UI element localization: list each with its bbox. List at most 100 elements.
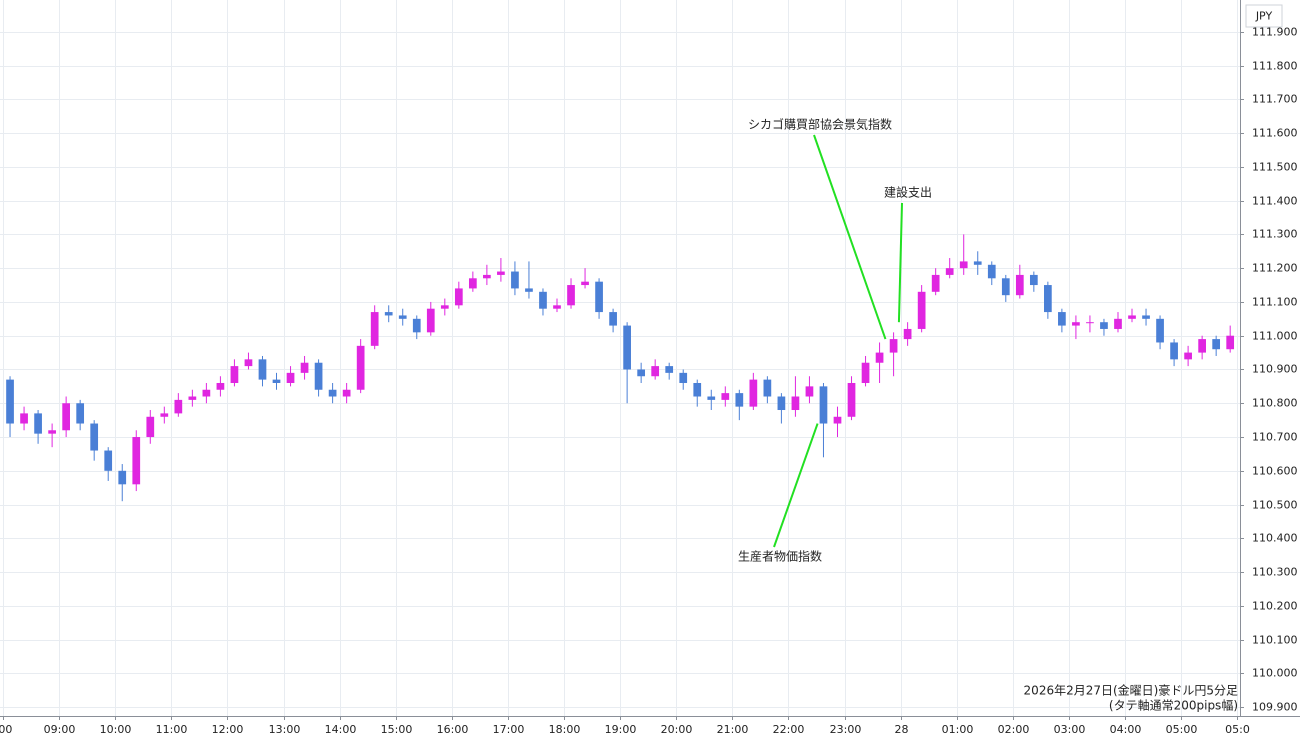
chart-note: 2026年2月27日(金曜日)豪ドル円5分足 <box>1024 683 1238 698</box>
candle-body <box>1198 339 1206 353</box>
x-tick-label: 09:00 <box>44 723 76 736</box>
candle-body <box>679 372 688 383</box>
candle-body <box>805 386 814 397</box>
x-tick-label: 20:00 <box>661 723 693 736</box>
x-tick-label: 11:00 <box>156 723 188 736</box>
candle-body <box>651 366 660 377</box>
candle-body <box>440 305 449 309</box>
candle-body <box>525 288 533 292</box>
candle-body <box>665 366 674 373</box>
x-tick-label: 14:00 <box>325 723 357 736</box>
y-tick-label: 111.200 <box>1252 262 1298 275</box>
candle-body <box>1128 315 1136 319</box>
candle-body <box>777 396 786 411</box>
y-tick-label: 111.700 <box>1252 93 1298 106</box>
candle-body <box>118 470 127 485</box>
candle-body <box>174 399 183 414</box>
y-tick-label: 111.500 <box>1252 161 1298 174</box>
candle-body <box>468 278 477 289</box>
candle-body <box>1156 318 1164 343</box>
candle-body <box>833 416 842 424</box>
candle-body <box>959 261 968 269</box>
x-tick-label: 04:00 <box>1110 723 1142 736</box>
x-tick-label: 16:00 <box>437 723 469 736</box>
candle-body <box>987 264 996 279</box>
annotation-label: 生産者物価指数 <box>738 549 822 564</box>
y-tick-label: 111.800 <box>1252 60 1298 73</box>
x-tick-label: 13:00 <box>269 723 301 736</box>
x-tick-label: 17:00 <box>493 723 525 736</box>
x-tick-label: 02:00 <box>998 723 1030 736</box>
candle-body <box>1058 312 1066 326</box>
candle-body <box>1086 322 1094 324</box>
candle-body <box>483 274 491 279</box>
x-tick-label: 18:00 <box>549 723 581 736</box>
x-tick-label: 28 <box>895 723 909 736</box>
candle-body <box>735 393 744 407</box>
x-tick-label: 21:00 <box>717 723 749 736</box>
candle-body <box>1226 335 1235 350</box>
candle-body <box>76 403 85 424</box>
y-tick-label: 110.300 <box>1252 566 1298 579</box>
candle-body <box>1015 274 1024 296</box>
y-tick-label: 111.000 <box>1252 330 1298 343</box>
chart-note: (タテ軸通常200pips幅) <box>1109 698 1238 713</box>
candle-body <box>819 386 828 424</box>
candle-body <box>20 413 28 424</box>
y-tick-label: 110.100 <box>1252 634 1298 647</box>
candle-body <box>763 379 772 397</box>
candle-body <box>216 382 225 390</box>
y-tick-label: 110.600 <box>1252 465 1298 478</box>
candle-body <box>146 416 155 438</box>
candle-body <box>1072 322 1080 326</box>
candle-body <box>48 430 56 434</box>
candle-body <box>945 268 954 275</box>
candle-body <box>230 366 239 383</box>
y-tick-label: 110.400 <box>1252 532 1298 545</box>
candle-body <box>1029 274 1038 286</box>
annotation-label: シカゴ購買部協会景気指数 <box>748 117 892 132</box>
candle-body <box>609 312 617 326</box>
candle-body <box>1044 285 1052 313</box>
candle-body <box>1184 352 1192 360</box>
candle-body <box>1001 278 1010 296</box>
candle-body <box>202 389 211 397</box>
candle-body <box>931 274 940 292</box>
candle-body <box>300 362 309 373</box>
annotation-line <box>813 134 887 340</box>
candle-body <box>1100 322 1108 329</box>
candle-body <box>749 379 758 407</box>
x-tick-label: 03:00 <box>1054 723 1086 736</box>
candle-body <box>721 393 730 400</box>
candle-body <box>6 379 14 424</box>
y-tick-label: 109.900 <box>1252 701 1298 714</box>
x-tick-label: 12:00 <box>212 723 244 736</box>
y-tick-label: 110.700 <box>1252 431 1298 444</box>
candle-body <box>497 271 505 275</box>
x-tick-label: 05:0 <box>1225 723 1250 736</box>
unit-box <box>1245 4 1283 28</box>
y-tick-label: 111.300 <box>1252 228 1298 241</box>
candle-body <box>903 328 912 340</box>
y-tick-label: 110.500 <box>1252 499 1298 512</box>
candle-body <box>286 372 295 383</box>
candle-body <box>244 359 253 367</box>
annotation-line <box>773 423 819 548</box>
x-tick-label: :00 <box>0 723 12 736</box>
x-tick-label: 01:00 <box>942 723 974 736</box>
candle-body <box>637 369 646 377</box>
candle-body <box>104 450 113 471</box>
y-tick-label: 110.200 <box>1252 600 1298 613</box>
candle-body <box>847 382 856 417</box>
x-tick-label: 23:00 <box>830 723 862 736</box>
candle-body <box>581 281 589 286</box>
candle-body <box>861 362 870 383</box>
candle-body <box>398 315 407 319</box>
candle-body <box>791 396 800 411</box>
y-tick-label: 111.600 <box>1252 127 1298 140</box>
x-tick-label: 19:00 <box>605 723 637 736</box>
x-tick-label: 22:00 <box>773 723 805 736</box>
candle-body <box>1114 318 1122 329</box>
candle-body <box>707 396 716 400</box>
